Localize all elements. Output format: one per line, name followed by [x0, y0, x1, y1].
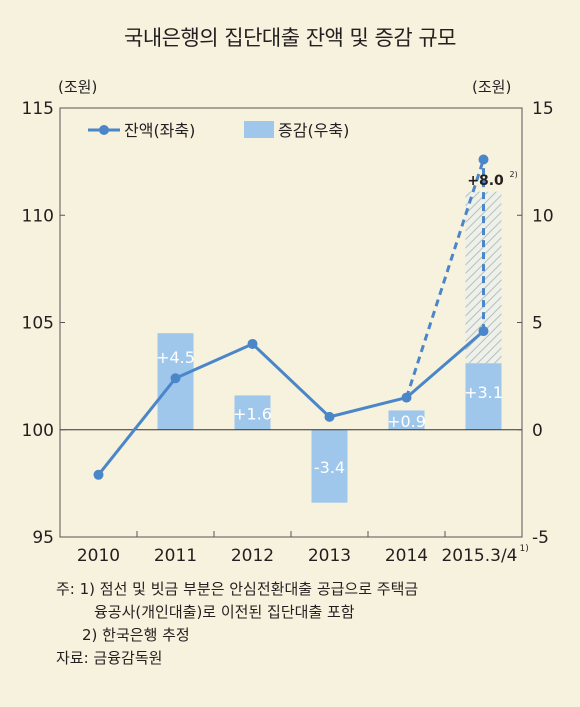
bar-value-label: +4.5 [156, 348, 195, 367]
footnote-2: 2) 한국은행 추정 [56, 624, 418, 647]
right-tick-label: 5 [532, 314, 543, 334]
balance-line [97, 329, 485, 476]
left-tick-label: 95 [32, 528, 54, 548]
x-tick-label: 2011 [154, 546, 197, 566]
x-tick-label: 2015.3/4 [442, 546, 518, 566]
legend-bar-label: 증감(우축) [278, 121, 349, 140]
balance-point-2015.3/4 [478, 326, 489, 337]
right-tick-label: 0 [532, 421, 543, 441]
source-note: 자료: 금융감독원 [56, 647, 418, 670]
bar-value-label: +1.6 [233, 404, 272, 423]
footnotes: 주: 1) 점선 및 빗금 부분은 안심전환대출 공급으로 주택금 융공사(개인… [56, 578, 418, 670]
x-tick-label: 2013 [308, 546, 351, 566]
x-tick-label: 2014 [385, 546, 428, 566]
left-tick-label: 100 [22, 421, 54, 441]
right-tick-label: 15 [532, 99, 554, 119]
balance-point-2013 [324, 411, 335, 422]
plot-frame [59, 107, 523, 538]
estimate-value-label: +8.0 [467, 173, 504, 189]
right-axis-unit: (조원) [472, 78, 511, 96]
footnote-1-cont: 융공사(개인대출)로 이전된 집단대출 포함 [56, 601, 418, 624]
footnote-prefix: 주: [56, 580, 80, 598]
left-tick-label: 105 [22, 314, 54, 334]
bar-2015.3/4 [465, 363, 502, 430]
estimate-point [478, 154, 489, 165]
bar-2014 [388, 410, 425, 430]
left-axis-unit: (조원) [58, 78, 97, 96]
bar-2012 [234, 395, 271, 430]
bar-value-label: -3.4 [314, 458, 345, 477]
x-tick-label: 2010 [77, 546, 120, 566]
legend-line-label: 잔액(좌축) [124, 121, 195, 140]
bar-2013 [311, 429, 348, 503]
footnote-2-text: 2) 한국은행 추정 [82, 626, 190, 644]
legend-line-marker [99, 125, 109, 135]
source-note-text: 자료: 금융감독원 [56, 649, 163, 667]
bar-value-label: +3.1 [464, 383, 503, 402]
bar-value-label: +0.9 [387, 412, 426, 431]
estimate-label-superscript: 2) [510, 170, 518, 179]
legend-bar-swatch [244, 121, 274, 138]
estimate-dashed-line [405, 159, 485, 399]
chart-title: 국내은행의 집단대출 잔액 및 증감 규모 [124, 26, 457, 50]
balance-point-2014 [401, 392, 412, 403]
footnote-1-text: 1) 점선 및 빗금 부분은 안심전환대출 공급으로 주택금 [79, 580, 419, 598]
right-tick-label: 10 [532, 206, 554, 226]
left-tick-label: 110 [22, 206, 54, 226]
footnote-1: 주: 1) 점선 및 빗금 부분은 안심전환대출 공급으로 주택금 [56, 578, 418, 601]
x-tick-label: 2012 [231, 546, 274, 566]
right-tick-label: -5 [532, 528, 549, 548]
balance-point-2012 [247, 338, 258, 349]
balance-point-2010 [93, 469, 104, 480]
footnote-1-cont-text: 융공사(개인대출)로 이전된 집단대출 포함 [94, 603, 355, 621]
left-tick-label: 115 [22, 99, 54, 119]
balance-point-2011 [170, 373, 181, 384]
x-tick-superscript: 1) [520, 544, 529, 554]
